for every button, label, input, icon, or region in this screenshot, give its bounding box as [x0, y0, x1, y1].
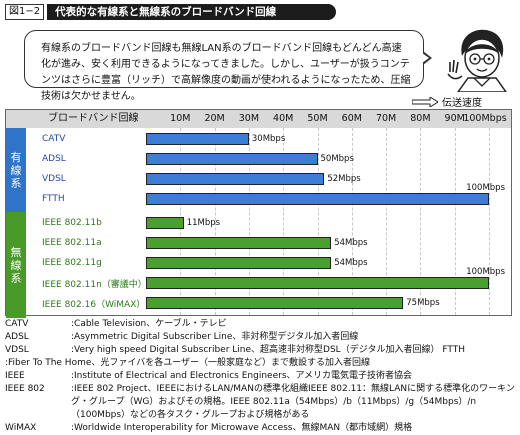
chart-row: IEEE 802.16（WiMAX） 75Mbps	[26, 294, 511, 312]
grid-line	[454, 128, 456, 315]
bar-value-label: 100Mbps	[466, 267, 505, 277]
chart-row: CATV 30Mbps	[26, 130, 511, 148]
axis-tick-label: 60M	[341, 113, 362, 124]
axis-tick-label: 50M	[307, 113, 328, 124]
bar	[146, 297, 404, 309]
row-label: VDSL	[42, 174, 66, 184]
row-label: IEEE 802.11b	[42, 218, 102, 228]
bar	[146, 193, 489, 205]
grid-line	[214, 128, 216, 315]
glossary-notes: CATV:Cable Television、ケーブル・テレビ ADSL:Asym…	[5, 318, 515, 435]
chart-header-title: ブロードバンド回線	[48, 113, 139, 124]
glossary-item: CATV:Cable Television、ケーブル・テレビ	[5, 319, 227, 329]
group-label-wired: 有線系	[6, 128, 26, 212]
bar-value-label: 50Mbps	[320, 154, 354, 164]
chart-row: IEEE 802.11g 54Mbps	[26, 254, 511, 272]
axis-tick-label: 90M	[444, 113, 465, 124]
bar-value-label: 30Mbps	[251, 134, 286, 144]
grid-line	[248, 128, 250, 315]
chart-header: ブロードバンド回線	[6, 110, 511, 128]
figure-caption: 代表的な有線系と無線系のブロードバンド回線	[47, 4, 337, 20]
glossary-item: :Fiber To The Home、光ファイバを各ユーザー（一般家庭など）まで…	[5, 358, 371, 368]
chart-row: IEEE 802.11a 54Mbps	[26, 234, 511, 252]
axis-tick-label: 80M	[410, 113, 431, 124]
glossary-item: IEEE:Institute of Electrical and Electro…	[5, 371, 413, 381]
row-label: IEEE 802.11g	[42, 258, 102, 268]
glossary-item: IEEE 802:IEEE 802 Project、IEEEにおけるLAN/MA…	[5, 384, 515, 420]
chart-row: IEEE 802.11b 11Mbps	[26, 214, 511, 232]
bar-value-label: 11Mbps	[186, 218, 221, 228]
glossary-item: VDSL:Very high speed Digital Subscriber …	[5, 345, 465, 355]
speech-bubble: 有線系のブロードバンド回線も無線LAN系のブロードバンド回線もどんどん高速化が進…	[24, 30, 432, 102]
bar	[146, 153, 318, 165]
chart-row: FTTH 100Mbps	[26, 183, 511, 208]
grid-line	[283, 128, 285, 315]
axis-tick-label: 10M	[170, 113, 191, 124]
speech-text: 有線系のブロードバンド回線も無線LAN系のブロードバンド回線もどんどん高速化が進…	[41, 43, 411, 102]
glossary-item: ADSL:Asymmetric Digital Subscriber Line、…	[5, 332, 359, 342]
bar	[146, 237, 332, 249]
grid-line	[489, 128, 490, 315]
bar	[146, 277, 489, 289]
teacher-avatar-icon	[447, 29, 507, 92]
arrow-right-icon	[412, 96, 438, 107]
broadband-chart: ブロードバンド回線 10M 20M 30M 40M 50M 60M 70M 80M 90M 100…	[5, 109, 512, 318]
row-label: ADSL	[42, 154, 66, 164]
figure-number: 図1−2	[5, 4, 45, 20]
bar-value-label: 54Mbps	[334, 238, 368, 248]
figure-title: 図1−2 代表的な有線系と無線系のブロードバンド回線	[5, 4, 337, 20]
bar-value-label: 100Mbps	[466, 183, 505, 193]
speed-axis-indicator: 伝送速度	[412, 94, 482, 109]
row-label: IEEE 802.11n（審議中）	[42, 279, 147, 290]
row-label: IEEE 802.11a	[42, 238, 102, 248]
grid-line	[386, 128, 388, 315]
bar	[146, 133, 249, 145]
grid-line	[351, 128, 353, 315]
axis-tick-label: 100Mbps	[463, 113, 507, 124]
bar-value-label: 52Mbps	[327, 174, 361, 184]
chart-row: IEEE 802.11n（審議中） 100Mbps	[26, 267, 511, 292]
axis-tick-label: 70M	[375, 113, 397, 124]
speed-axis-label: 伝送速度	[442, 98, 482, 109]
bar	[146, 217, 184, 229]
chart-row: ADSL 50Mbps	[26, 150, 511, 168]
grid-line	[420, 128, 422, 315]
axis-tick-label: 30M	[238, 113, 260, 124]
bar	[146, 173, 325, 185]
row-label: FTTH	[42, 194, 65, 204]
chart-row: VDSL 52Mbps	[26, 170, 511, 188]
axis-tick-label: 20M	[204, 113, 225, 124]
group-label-wireless: 無線系	[6, 212, 26, 318]
bar-value-label: 54Mbps	[334, 258, 368, 268]
bar-value-label: 75Mbps	[406, 298, 440, 308]
axis-tick-label: 40M	[273, 113, 294, 124]
row-label: CATV	[42, 134, 66, 144]
bar	[146, 257, 332, 269]
grid-line	[317, 128, 319, 315]
glossary-item: WiMAX:Worldwide Interoperability for Mic…	[5, 423, 413, 433]
row-label: IEEE 802.16（WiMAX）	[42, 299, 146, 310]
